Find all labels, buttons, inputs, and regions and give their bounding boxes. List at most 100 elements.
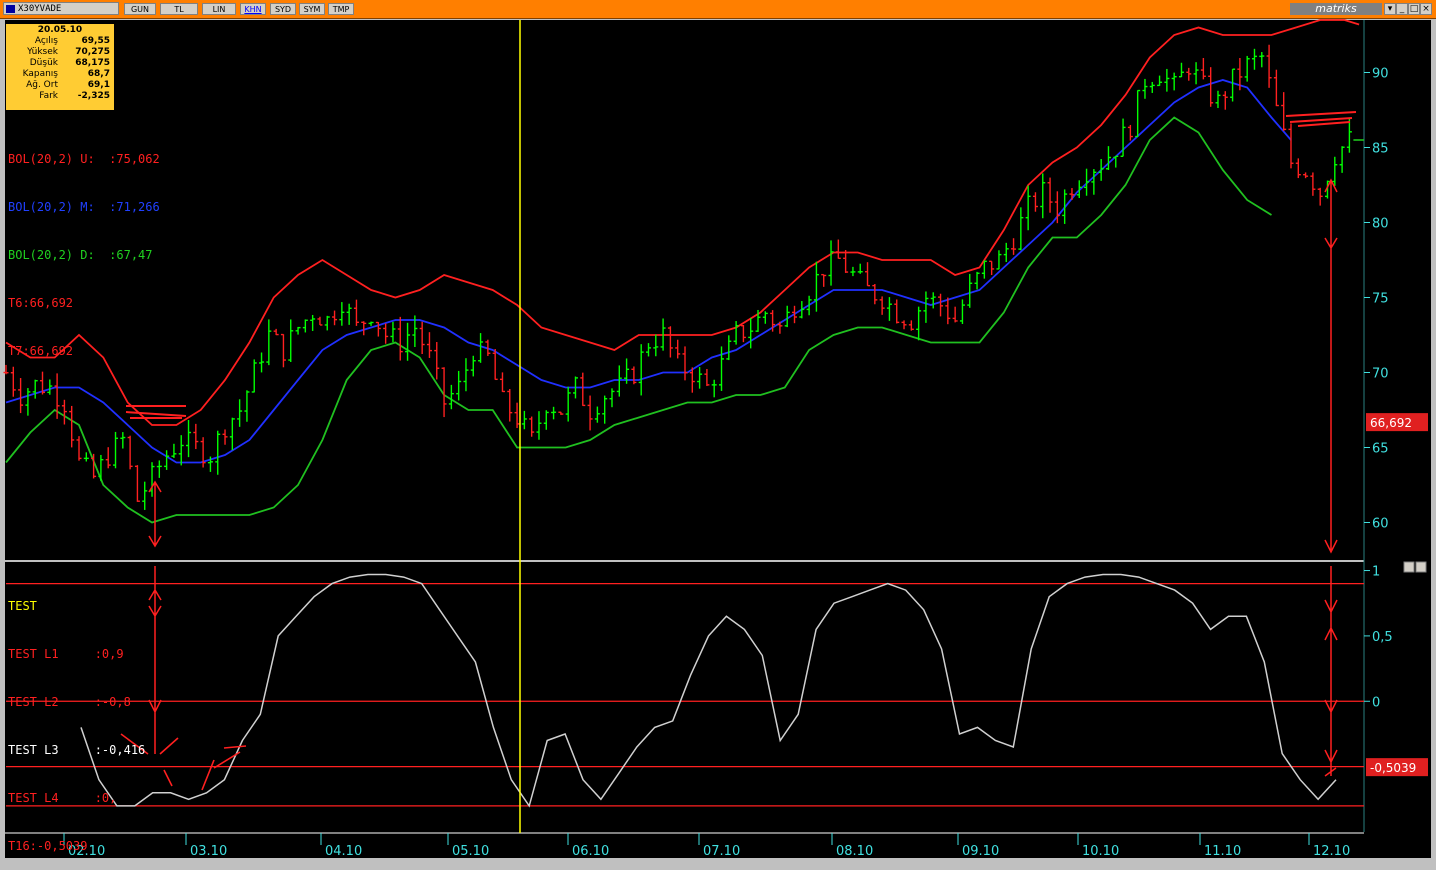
ohlc-bar: [1200, 57, 1206, 80]
ohlc-bar: [324, 315, 330, 331]
price-label: 66,692: [1370, 416, 1412, 430]
ohlc-bar: [69, 405, 75, 448]
ohlc-bar: [1171, 72, 1177, 91]
ohlc-bar: [1339, 146, 1345, 173]
info-label: Yüksek: [27, 47, 58, 57]
chart-area[interactable]: [5, 20, 1431, 858]
x-tick-label: 09.10: [962, 844, 999, 859]
template-button-tmp[interactable]: TMP: [328, 3, 354, 15]
ohlc-bar: [441, 367, 447, 418]
chevron-down-icon[interactable]: ▾: [1384, 3, 1396, 15]
ohlc-bar: [894, 299, 900, 324]
ohlc-bar: [1288, 123, 1294, 169]
legend-t16[interactable]: T16:-0,5039: [8, 839, 88, 853]
period-button-gun[interactable]: GUN: [124, 3, 156, 15]
legend-test-l3[interactable]: TEST L3 :-0,416: [8, 743, 146, 757]
legend-test-l4[interactable]: TEST L4 :0,: [8, 791, 117, 805]
ohlc-bar: [397, 316, 403, 361]
ohlc-bar: [865, 262, 871, 287]
ohlc-bar: [1084, 168, 1090, 196]
ohlc-bar: [1047, 177, 1053, 213]
ohlc-bar: [83, 452, 89, 462]
ohlc-bar: [1178, 62, 1184, 78]
ohlc-bar: [18, 378, 24, 414]
ohlc-bar: [959, 299, 965, 324]
ohlc-bar: [886, 297, 892, 321]
ohlc-bar: [1295, 158, 1301, 179]
ohlc-bar: [908, 320, 914, 331]
ohlc-bar: [164, 450, 170, 470]
pane-restore-icon: [1403, 561, 1415, 573]
ohlc-bar: [813, 261, 819, 312]
annotation-scribble-right: [1285, 111, 1357, 127]
ohlc-bar: [565, 386, 571, 422]
osc-y-tick-label: 1: [1372, 565, 1380, 580]
ohlc-info-box: 20.05.10 Açılış 69,55 Yüksek 70,275 Düşük 6…: [6, 24, 114, 110]
legend-middle-band[interactable]: BOL(20,2) M: :71,266: [8, 200, 160, 214]
x-tick-label: 12.10: [1313, 844, 1350, 859]
ohlc-bar: [726, 335, 732, 361]
x-tick-label: 07.10: [703, 844, 740, 859]
minimize-icon[interactable]: _: [1396, 3, 1408, 15]
chart-type-button-khn[interactable]: KHN: [240, 3, 266, 15]
info-row-diff: Fark -2,325: [6, 91, 114, 102]
ohlc-bar: [426, 332, 432, 358]
ohlc-bar: [332, 310, 338, 326]
x-tick-label: 02.10: [68, 844, 105, 859]
ohlc-bar: [1193, 62, 1199, 85]
symbol-button-sym[interactable]: SYM: [299, 3, 325, 15]
legend-t6[interactable]: T6:66,692: [8, 296, 74, 310]
y-tick-label: 70: [1372, 367, 1389, 382]
ohlc-bar: [1135, 89, 1141, 138]
legend-upper-band[interactable]: BOL(20,2) U: :75,062: [8, 152, 160, 166]
legend-test-title[interactable]: TEST: [8, 599, 37, 613]
ohlc-bar: [1186, 67, 1192, 81]
ohlc-bar: [981, 260, 987, 279]
lower-band-line: [5, 116, 1272, 524]
annotation-arrow-left-osc: [148, 566, 162, 754]
ohlc-bar: [974, 271, 980, 290]
ohlc-bar: [193, 423, 199, 450]
ohlc-bar: [594, 406, 600, 423]
ohlc-bar: [1025, 185, 1031, 231]
ohlc-bar: [1259, 52, 1265, 68]
ohlc-bar: [499, 372, 505, 393]
annotation-arrows-cluster: [120, 733, 247, 791]
ohlc-bar: [361, 321, 367, 336]
ohlc-bar: [521, 410, 527, 430]
legend-lower-band[interactable]: BOL(20,2) D: :67,47: [8, 248, 153, 262]
ohlc-bar: [1018, 207, 1024, 251]
maximize-icon[interactable]: □: [1408, 3, 1420, 15]
ohlc-bar: [3, 364, 9, 375]
ohlc-bar: [91, 453, 97, 479]
close-icon[interactable]: ×: [1420, 3, 1432, 15]
legend-t7[interactable]: T7:66,692: [8, 344, 74, 358]
ohlc-bar: [10, 366, 16, 397]
style-button-syd[interactable]: SYD: [270, 3, 296, 15]
symbol-label: X30YVADE: [18, 4, 62, 14]
info-label: Açılış: [34, 36, 58, 46]
ohlc-bar: [317, 316, 323, 326]
ohlc-bar: [1230, 68, 1236, 102]
ohlc-bar: [1054, 191, 1060, 224]
upper-band-line: [5, 19, 1360, 426]
ohlc-bar: [40, 371, 46, 395]
currency-button-tl[interactable]: TL: [160, 3, 198, 15]
legend-test-l1[interactable]: TEST L1 :0,9: [8, 647, 124, 661]
ohlc-bar: [339, 302, 345, 326]
symbol-field[interactable]: X30YVADE: [3, 2, 119, 15]
legend-test-l2[interactable]: TEST L2 :-0,8: [8, 695, 131, 709]
ohlc-bar: [1098, 158, 1104, 181]
ohlc-bar: [142, 481, 148, 510]
ohlc-bar: [602, 395, 608, 424]
ohlc-bar: [1105, 146, 1111, 171]
info-row-high: Yüksek 70,275: [6, 47, 114, 58]
ohlc-bar: [572, 376, 578, 399]
ohlc-bar: [711, 379, 717, 398]
x-tick-label: 03.10: [190, 844, 227, 859]
x-tick-label: 08.10: [836, 844, 873, 859]
price-label-box: [1366, 413, 1428, 432]
scale-button-lin[interactable]: LIN: [202, 3, 236, 15]
osc-y-tick-label: 0,5: [1372, 630, 1393, 645]
